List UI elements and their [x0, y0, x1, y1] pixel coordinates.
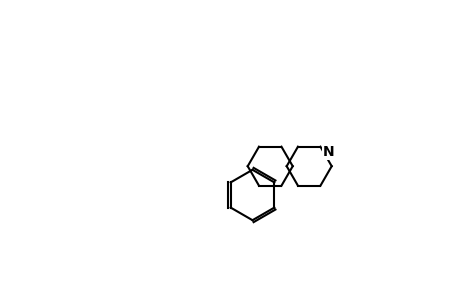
Text: N: N	[323, 145, 334, 159]
